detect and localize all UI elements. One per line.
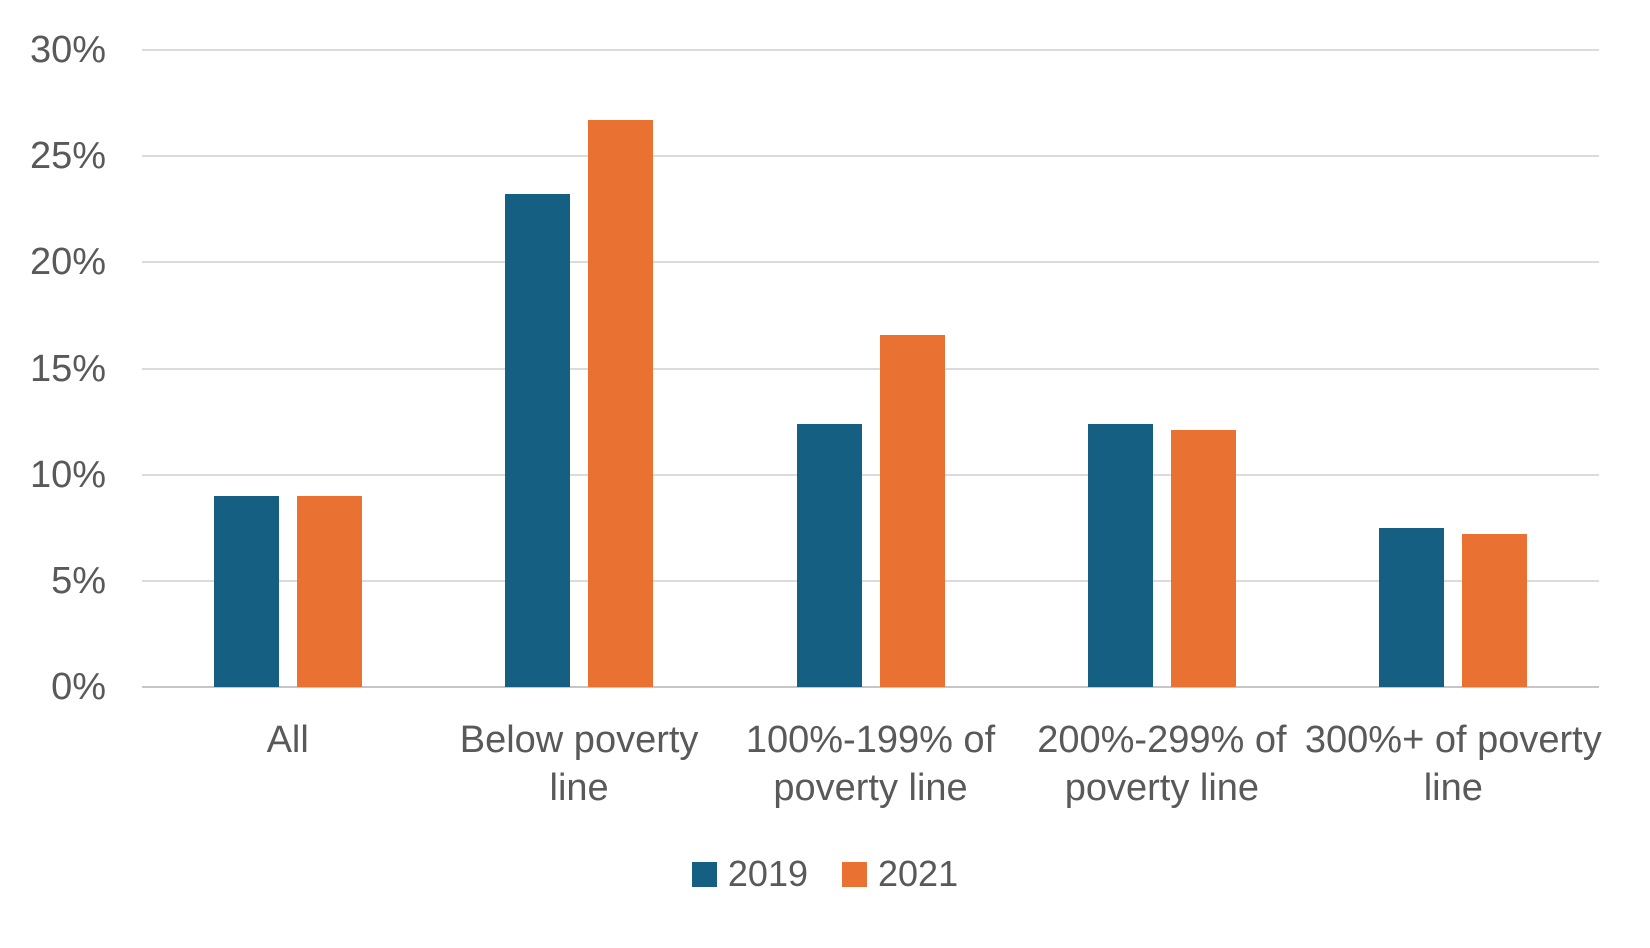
y-gridline bbox=[142, 579, 1599, 582]
bar-2019 bbox=[213, 495, 279, 687]
category-label: All bbox=[266, 719, 309, 761]
bar-2021 bbox=[879, 334, 945, 687]
y-gridline bbox=[142, 473, 1599, 476]
y-gridline bbox=[142, 155, 1599, 158]
category-label: 200%-299% of poverty line bbox=[1037, 719, 1287, 809]
y-tick-label: 20% bbox=[29, 241, 106, 284]
legend-swatch-icon bbox=[691, 861, 717, 887]
bar-2019 bbox=[1379, 527, 1445, 687]
category-label: 100%-199% of poverty line bbox=[745, 719, 996, 809]
category-label: Below poverty line bbox=[459, 719, 699, 809]
y-tick-label: 15% bbox=[29, 347, 106, 390]
bar-2021 bbox=[1462, 534, 1528, 687]
bar-2021 bbox=[1170, 430, 1236, 687]
y-gridline bbox=[142, 367, 1599, 370]
legend-swatch-icon bbox=[842, 861, 867, 887]
y-tick-label: 10% bbox=[29, 453, 106, 496]
x-axis-line bbox=[142, 686, 1599, 688]
legend: 2019 2021 bbox=[0, 856, 1650, 892]
bar-2019 bbox=[1087, 423, 1153, 687]
category-label: 300%+ of poverty line bbox=[1304, 719, 1602, 809]
y-tick-label: 5% bbox=[51, 559, 106, 602]
y-gridline bbox=[142, 261, 1599, 264]
bar-2021 bbox=[296, 495, 362, 687]
y-tick-label: 0% bbox=[51, 666, 106, 708]
y-tick-label: 30% bbox=[29, 29, 106, 71]
legend-item-2019: 2019 bbox=[691, 853, 808, 894]
bar-2019 bbox=[505, 194, 571, 687]
legend-label: 2021 bbox=[878, 853, 959, 894]
legend-item-2021: 2021 bbox=[842, 856, 958, 892]
y-gridline bbox=[142, 49, 1599, 51]
bar-2021 bbox=[588, 120, 654, 687]
bar-2019 bbox=[796, 423, 862, 687]
y-tick-label: 25% bbox=[29, 135, 106, 178]
legend-label: 2019 bbox=[727, 853, 808, 894]
